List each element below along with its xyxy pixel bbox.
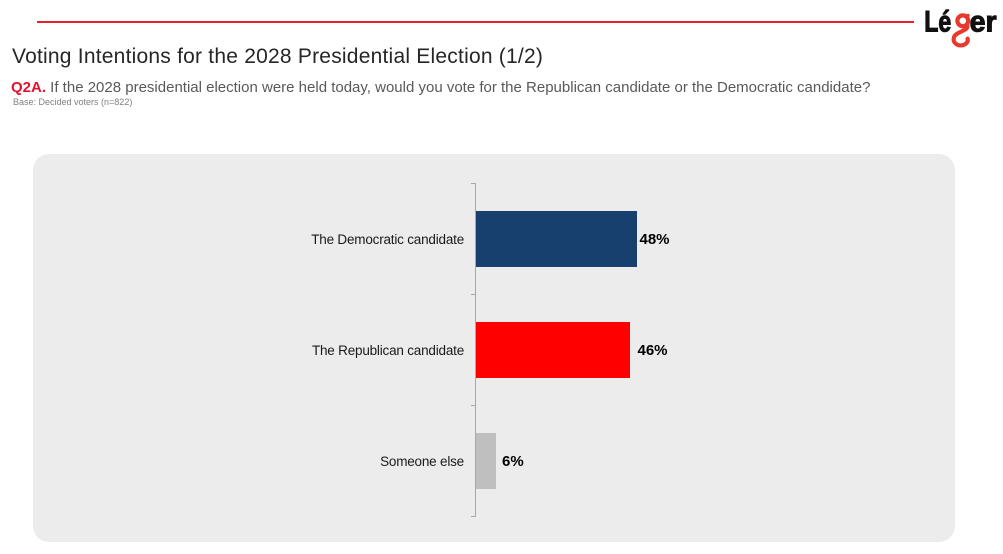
svg-text:er: er: [970, 6, 997, 39]
svg-text:Lé: Lé: [924, 6, 951, 39]
